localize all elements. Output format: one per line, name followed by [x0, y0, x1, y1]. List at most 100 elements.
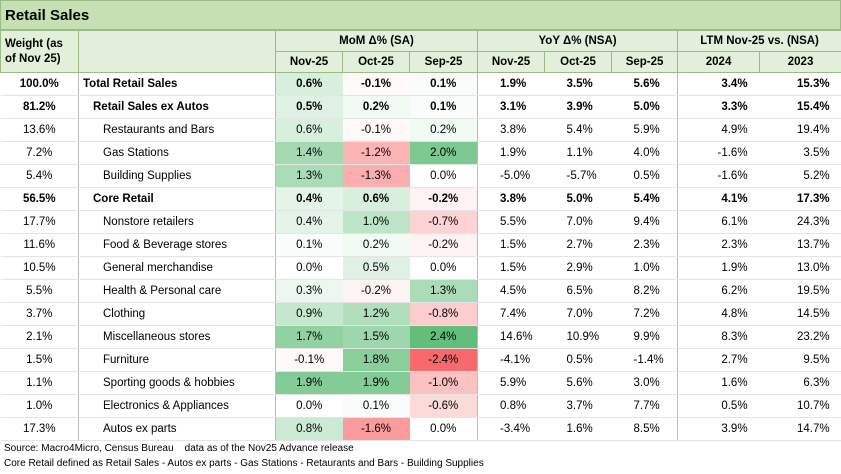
table-row: 2.1% Miscellaneous stores 1.7% 1.5% 2.4% 14.6…	[0, 325, 841, 349]
retail-sales-table: Weight (as of Nov 25) MoM Δ% (SA) YoY Δ% (…	[0, 30, 841, 441]
weight-cell: 100.0%	[0, 72, 79, 96]
value-cell: 19.4%	[759, 118, 841, 142]
value-cell: 1.3%	[409, 279, 479, 303]
value-cell: -0.2%	[409, 233, 479, 257]
value-cell: 1.0%	[611, 256, 679, 280]
column-header: Sep-25	[408, 51, 479, 73]
value-cell: 14.5%	[759, 302, 841, 326]
column-header: Nov-25	[477, 51, 546, 73]
value-cell: 7.2%	[611, 302, 679, 326]
value-cell: 1.9%	[677, 256, 760, 280]
table-row: 17.7% Nonstore retailers 0.4% 1.0% -0.7% 5.5%…	[0, 210, 841, 234]
value-cell: 4.8%	[677, 302, 760, 326]
value-cell: 1.4%	[275, 141, 343, 165]
value-cell: 10.7%	[759, 394, 841, 418]
group-header: MoM Δ% (SA)	[274, 30, 479, 52]
value-cell: 3.0%	[611, 371, 679, 395]
value-cell: 13.0%	[759, 256, 841, 280]
value-cell: 1.8%	[342, 348, 410, 372]
column-header: Oct-25	[342, 51, 410, 73]
value-cell: 0.6%	[275, 118, 343, 142]
group-header: YoY Δ% (NSA)	[477, 30, 679, 52]
column-header: 2023	[759, 51, 841, 73]
row-label: Autos ex parts	[78, 417, 276, 441]
value-cell: 5.0%	[611, 95, 679, 119]
value-cell: 0.0%	[275, 394, 343, 418]
value-cell: 1.3%	[275, 164, 343, 188]
value-cell: 19.5%	[759, 279, 841, 303]
value-cell: 2.4%	[409, 325, 479, 349]
row-label: General merchandise	[78, 256, 276, 280]
weight-cell: 1.5%	[0, 348, 79, 372]
weight-header: Weight (as of Nov 25)	[0, 30, 79, 73]
footnote: Source: Macro4Micro, Census Bureau data …	[4, 443, 354, 454]
header-row: Nov-25 Oct-25 Sep-25 Nov-25 Oct-25 Sep-25 2024…	[1, 51, 841, 73]
row-label: Nonstore retailers	[78, 210, 276, 234]
row-label: Retail Sales ex Autos	[78, 95, 276, 119]
value-cell: 3.5%	[759, 141, 841, 165]
value-cell: 5.0%	[544, 187, 612, 211]
header-row: Weight (as of Nov 25) MoM Δ% (SA) YoY Δ% (…	[0, 30, 841, 73]
value-cell: 0.3%	[275, 279, 343, 303]
value-cell: 14.7%	[759, 417, 841, 441]
value-cell: 2.9%	[544, 256, 612, 280]
row-label: Gas Stations	[78, 141, 276, 165]
weight-cell: 10.5%	[0, 256, 79, 280]
value-cell: 0.5%	[611, 164, 679, 188]
weight-cell: 3.7%	[0, 302, 79, 326]
value-cell: 10.9%	[544, 325, 612, 349]
value-cell: -5.0%	[477, 164, 545, 188]
value-cell: 5.6%	[544, 371, 612, 395]
weight-cell: 1.1%	[0, 371, 79, 395]
value-cell: 3.9%	[677, 417, 760, 441]
value-cell: -0.1%	[342, 118, 410, 142]
weight-cell: 17.3%	[0, 417, 79, 441]
value-cell: 7.7%	[611, 394, 679, 418]
value-cell: 15.4%	[759, 95, 841, 119]
table-row: 10.5% General merchandise 0.0% 0.5% 0.0% 1.5%…	[0, 256, 841, 280]
table-row: 1.1% Sporting goods & hobbies 1.9% 1.9% -1.0…	[0, 371, 841, 395]
value-cell: -1.6%	[677, 164, 760, 188]
value-cell: 9.9%	[611, 325, 679, 349]
group-header: LTM Nov-25 vs. (NSA)	[677, 30, 841, 52]
weight-cell: 5.4%	[0, 164, 79, 188]
value-cell: 5.9%	[611, 118, 679, 142]
value-cell: 0.8%	[477, 394, 545, 418]
value-cell: 0.4%	[275, 210, 343, 234]
value-cell: 0.1%	[409, 72, 479, 96]
weight-cell: 11.6%	[0, 233, 79, 257]
table-row: 3.7% Clothing 0.9% 1.2% -0.8% 7.4% 7.0% 7.2% 4.8…	[0, 302, 841, 326]
value-cell: 9.5%	[759, 348, 841, 372]
value-cell: 1.1%	[544, 141, 612, 165]
value-cell: 3.7%	[544, 394, 612, 418]
value-cell: 3.3%	[677, 95, 760, 119]
value-cell: 0.2%	[342, 95, 410, 119]
value-cell: 1.5%	[477, 256, 545, 280]
value-cell: 0.5%	[677, 394, 760, 418]
row-label: Clothing	[78, 302, 276, 326]
value-cell: -1.4%	[611, 348, 679, 372]
value-cell: -0.2%	[342, 279, 410, 303]
value-cell: 0.0%	[409, 256, 479, 280]
value-cell: 4.0%	[611, 141, 679, 165]
table-row: 1.0% Electronics & Appliances 0.0% 0.1% -0.6…	[0, 394, 841, 418]
value-cell: 1.9%	[477, 141, 545, 165]
value-cell: 0.5%	[342, 256, 410, 280]
value-cell: 24.3%	[759, 210, 841, 234]
table-row: 17.3% Autos ex parts 0.8% -1.6% 0.0% -3.4% 1.6…	[0, 417, 841, 441]
table-row: 1.5% Furniture -0.1% 1.8% -2.4% -4.1% 0.5% -1.4…	[0, 348, 841, 372]
value-cell: 6.5%	[544, 279, 612, 303]
value-cell: 2.3%	[611, 233, 679, 257]
value-cell: 3.8%	[477, 118, 545, 142]
value-cell: -4.1%	[477, 348, 545, 372]
table-row: 100.0% Total Retail Sales 0.6% -0.1% 0.1% 1.9…	[0, 72, 841, 96]
value-cell: 0.4%	[275, 187, 343, 211]
value-cell: 4.9%	[677, 118, 760, 142]
column-header: Oct-25	[544, 51, 613, 73]
value-cell: 0.6%	[275, 72, 343, 96]
weight-cell: 17.7%	[0, 210, 79, 234]
value-cell: 8.3%	[677, 325, 760, 349]
weight-cell: 13.6%	[0, 118, 79, 142]
value-cell: 0.0%	[275, 256, 343, 280]
